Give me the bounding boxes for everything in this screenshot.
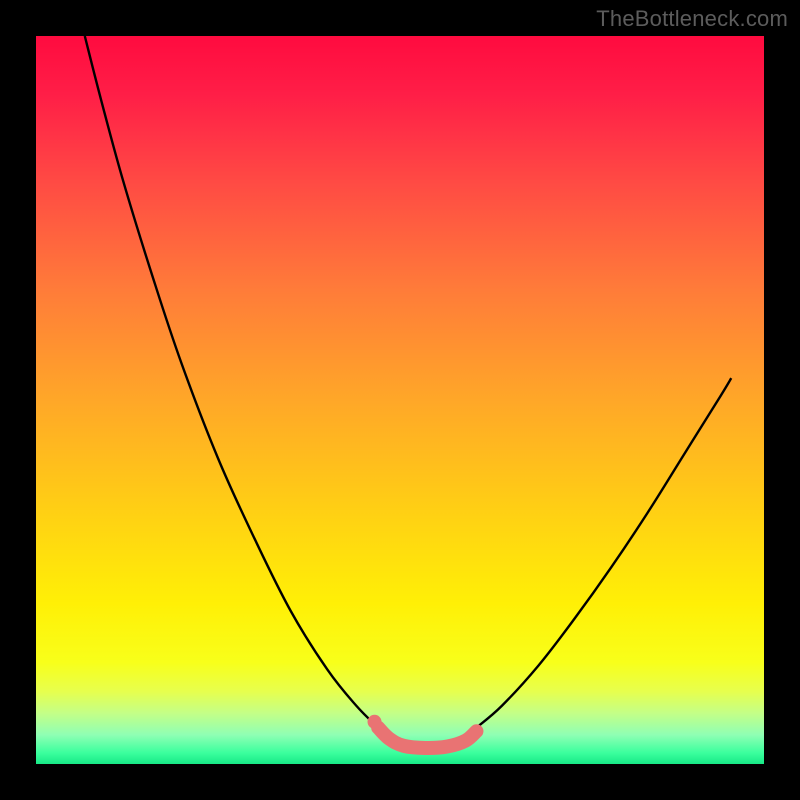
watermark-text: TheBottleneck.com [596, 6, 788, 32]
plot-background [36, 36, 764, 764]
chart-frame: TheBottleneck.com [0, 0, 800, 800]
optimal-range-dot [368, 715, 382, 729]
border-left [0, 0, 36, 800]
bottleneck-chart [0, 0, 800, 800]
border-bottom [0, 764, 800, 800]
border-right [764, 0, 800, 800]
